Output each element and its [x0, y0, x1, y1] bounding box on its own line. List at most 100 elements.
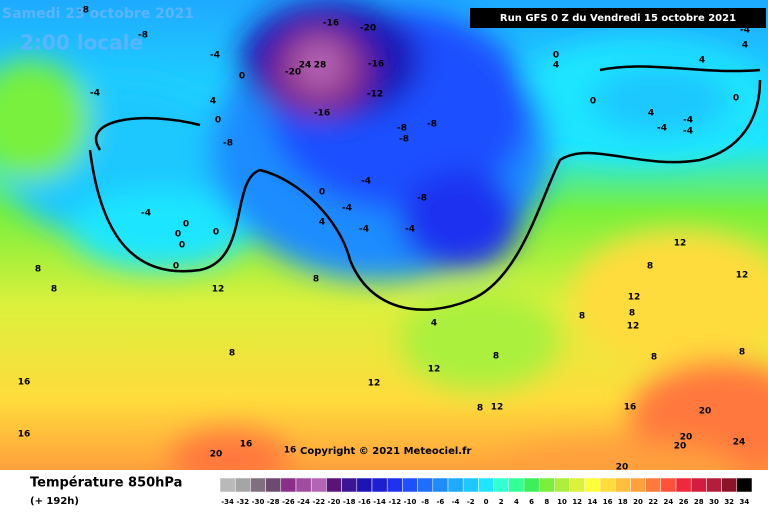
isotherm-label: -4 — [657, 124, 667, 134]
isotherm-label: -16 — [323, 19, 339, 29]
color-swatch — [645, 477, 662, 493]
isotherm-label: 12 — [627, 322, 640, 332]
isotherm-label: -4 — [359, 225, 369, 235]
color-swatch — [675, 477, 692, 493]
isotherm-label: -4 — [683, 116, 693, 126]
color-swatch — [660, 477, 677, 493]
colorbar-tick-label: -26 — [282, 498, 295, 506]
isotherm-label: 8 — [579, 312, 585, 322]
isotherm-label: -8 — [79, 6, 89, 16]
color-swatch — [356, 477, 373, 493]
color-swatch — [447, 477, 464, 493]
colorbar-tick-label: -2 — [467, 498, 475, 506]
run-info: Run GFS 0 Z du Vendredi 15 octobre 2021 — [500, 13, 736, 24]
isotherm-label: 16 — [18, 378, 31, 388]
isotherm-label: 12 — [628, 293, 641, 303]
isotherm-label: 8 — [647, 262, 653, 272]
color-swatch — [478, 477, 494, 493]
isotherm-label: 12 — [428, 365, 441, 375]
color-swatch — [326, 477, 342, 493]
isotherm-label: 20 — [210, 450, 223, 460]
colorbar-tick-label: -34 — [221, 498, 234, 506]
contour-line — [88, 79, 762, 311]
isotherm-label: 0 — [733, 94, 739, 104]
time: 2:00 locale — [20, 31, 143, 55]
isotherm-label: 8 — [493, 352, 499, 362]
colorbar-tick-label: 10 — [557, 498, 567, 506]
colorbar-tick-label: 20 — [633, 498, 643, 506]
isotherm-label: 16 — [18, 430, 31, 440]
color-swatch — [630, 477, 646, 493]
colorbar-tick-label: 30 — [709, 498, 719, 506]
isotherm-label: 8 — [51, 285, 57, 295]
isotherm-label: 0 — [175, 230, 181, 240]
isotherm-label: 0 — [239, 72, 245, 82]
isotherm-label: 12 — [674, 239, 687, 249]
color-swatch — [341, 477, 358, 493]
colorbar-tick-label: 2 — [499, 498, 504, 506]
isotherm-label: -4 — [683, 127, 693, 137]
isotherm-label: -8 — [417, 194, 427, 204]
color-swatch — [386, 477, 403, 493]
isotherm-label: 4 — [648, 109, 654, 119]
color-swatch — [265, 477, 282, 493]
colorbar-tick-label: -4 — [452, 498, 460, 506]
isotherm-label: 8 — [739, 348, 745, 358]
isotherm-label: -8 — [223, 139, 233, 149]
isotherm-label: 12 — [212, 285, 225, 295]
isotherm-label: 8 — [35, 265, 41, 275]
date: Samedi 23 octobre 2021 — [2, 6, 194, 22]
isotherm-label: 8 — [229, 349, 235, 359]
isotherm-label: 4 — [431, 319, 437, 329]
isotherm-label: 12 — [368, 379, 381, 389]
colorbar-tick-label: -16 — [358, 498, 371, 506]
run-box — [470, 8, 766, 28]
colorbar-tick-label: 18 — [618, 498, 628, 506]
isotherm-label: -16 — [314, 109, 330, 119]
isotherm-label: 24 — [299, 61, 312, 71]
isotherm-label: 16 — [284, 446, 297, 456]
colorbar-tick-label: 6 — [529, 498, 534, 506]
colorbar-tick-label: -32 — [236, 498, 249, 506]
color-swatch — [432, 477, 449, 493]
colorbar-tick-label: 16 — [603, 498, 613, 506]
isotherm-label: -4 — [210, 51, 220, 61]
isotherm-label: 20 — [674, 442, 687, 452]
isotherm-label: 8 — [651, 353, 657, 363]
isotherm-label: 24 — [733, 438, 746, 448]
isotherm-label: 4 — [699, 56, 705, 66]
isotherm-label: -4 — [90, 89, 100, 99]
isotherm-label: -20 — [360, 24, 376, 34]
color-swatch — [295, 477, 312, 493]
color-swatch — [538, 477, 555, 493]
color-swatch — [523, 477, 540, 493]
colorbar-tick-label: -18 — [343, 498, 356, 506]
colorbar-tick-label: 24 — [664, 498, 674, 506]
isotherm-label: -4 — [361, 177, 371, 187]
color-swatch — [584, 477, 601, 493]
isotherm-label: 0 — [183, 220, 189, 230]
colorbar-tick-label: 4 — [514, 498, 519, 506]
isotherm-label: 16 — [624, 403, 637, 413]
isotherm-label: -16 — [368, 60, 384, 70]
isotherm-label: 0 — [590, 97, 596, 107]
isotherm-label: 20 — [616, 463, 629, 473]
isotherm-label: 8 — [477, 404, 483, 414]
color-swatch — [280, 477, 297, 493]
isotherm-label: -12 — [367, 90, 383, 100]
color-swatch — [569, 477, 586, 493]
color-swatch — [554, 477, 570, 493]
contour-line — [599, 65, 761, 73]
isotherm-label: -8 — [399, 135, 409, 145]
isotherm-label: 0 — [319, 188, 325, 198]
isotherm-label: 12 — [491, 403, 504, 413]
colorbar-tick-label: 28 — [694, 498, 704, 506]
colorbar-tick-label: 8 — [544, 498, 549, 506]
color-swatch — [736, 477, 753, 493]
isotherm-label: 16 — [240, 440, 253, 450]
colorbar-tick-label: -12 — [388, 498, 401, 506]
colorbar-tick-label: -30 — [252, 498, 265, 506]
colorbar-tick-label: -8 — [421, 498, 429, 506]
isotherm-label: 0 — [213, 228, 219, 238]
